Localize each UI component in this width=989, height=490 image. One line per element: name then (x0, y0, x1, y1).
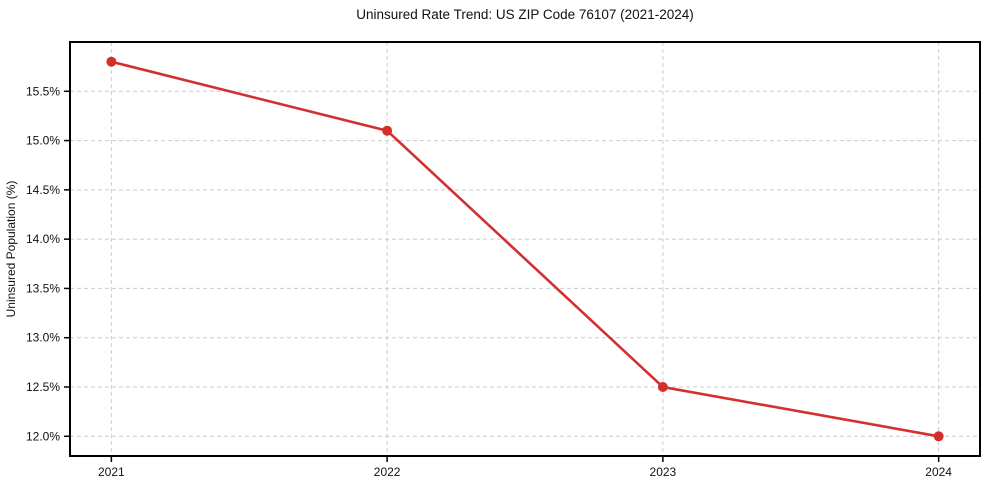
x-tick-label: 2021 (98, 465, 125, 479)
y-tick-label: 15.5% (26, 84, 60, 98)
plot-area: 12.0% 12.5% 13.0% 13.5% 14.0% 14.5% 15.0% 15.5%… (26, 41, 981, 479)
plot-border (69, 41, 981, 457)
data-point (106, 56, 117, 67)
chart-title: Uninsured Rate Trend: US ZIP Code 76107 … (356, 7, 693, 22)
y-tick-label: 15.0% (26, 134, 60, 148)
y-tick-label: 13.0% (26, 331, 60, 345)
data-point (657, 382, 668, 392)
y-tick-label: 12.5% (26, 380, 60, 394)
y-tick-label: 12.0% (26, 429, 60, 443)
y-tick-label: 14.5% (26, 183, 60, 197)
x-tick-label: 2022 (374, 465, 401, 479)
data-point (933, 431, 944, 442)
data-point (382, 125, 393, 136)
y-tick-label: 14.0% (26, 232, 60, 246)
trend-line (110, 60, 940, 438)
x-tick-label: 2024 (925, 465, 952, 479)
y-tick-label: 13.5% (26, 281, 60, 295)
x-tick-label: 2023 (650, 465, 677, 479)
y-axis-label: Uninsured Population (%) (4, 181, 18, 318)
